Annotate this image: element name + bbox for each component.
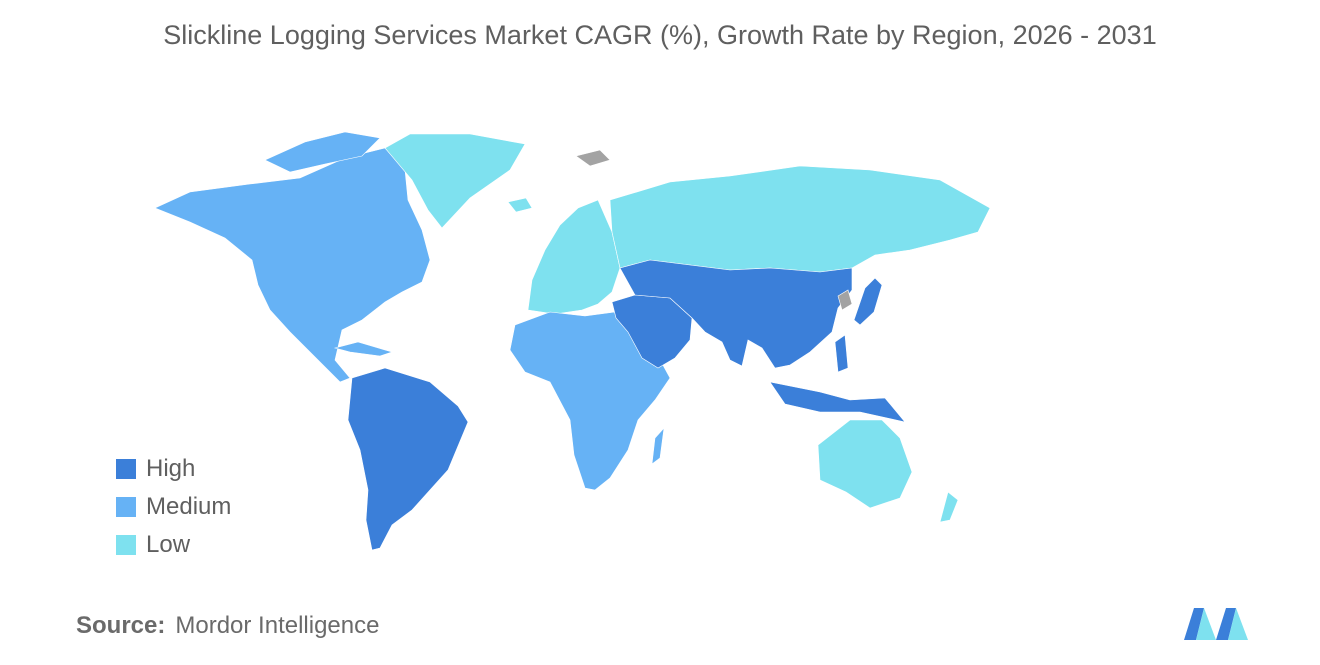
legend-item-medium: Medium (116, 488, 231, 526)
region-russia (609, 165, 991, 273)
region-north-america (154, 147, 431, 383)
world-map (154, 131, 991, 551)
legend-swatch-low (116, 535, 136, 555)
region-philippines (834, 334, 849, 373)
source-line: Source: Mordor Intelligence (76, 612, 379, 640)
region-australia (817, 419, 913, 509)
mordor-intelligence-logo-icon (1184, 608, 1248, 640)
region-europe (527, 199, 621, 315)
legend-swatch-high (116, 459, 136, 479)
region-indonesia (769, 381, 906, 423)
source-label: Source: (76, 612, 166, 639)
legend: High Medium Low (116, 450, 231, 564)
chart-title: Slickline Logging Services Market CAGR (… (163, 20, 1157, 50)
legend-item-low: Low (116, 526, 231, 564)
legend-item-high: High (116, 450, 231, 488)
region-new-zealand (939, 491, 959, 523)
source-value: Mordor Intelligence (175, 612, 380, 639)
region-japan (853, 277, 883, 326)
region-asia (619, 259, 853, 369)
region-iceland (507, 197, 533, 213)
region-caribbean (333, 341, 394, 357)
region-greenland (384, 133, 526, 229)
legend-label-low: Low (146, 531, 191, 558)
region-south-america (347, 367, 469, 551)
legend-swatch-medium (116, 497, 136, 517)
region-arctic-islands (264, 131, 381, 173)
legend-label-high: High (146, 455, 196, 482)
legend-label-medium: Medium (146, 493, 232, 520)
region-svalbard (575, 149, 611, 167)
region-north-korea (837, 289, 853, 311)
region-madagascar (651, 427, 665, 465)
